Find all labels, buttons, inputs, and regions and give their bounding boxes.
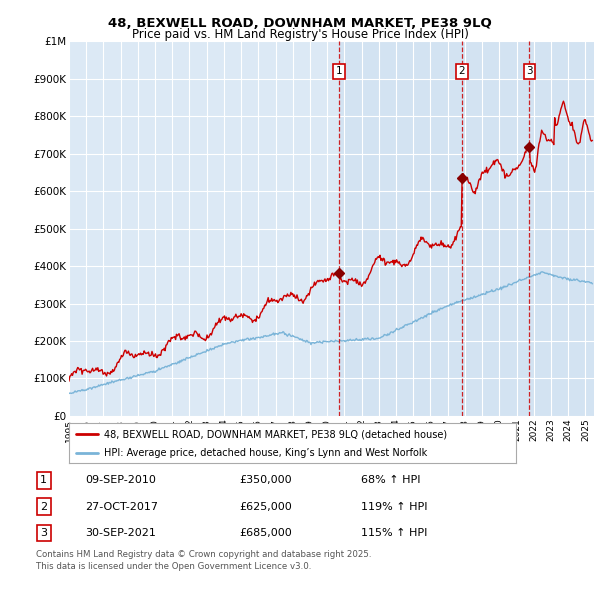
Text: 119% ↑ HPI: 119% ↑ HPI [361, 502, 428, 512]
Text: 09-SEP-2010: 09-SEP-2010 [85, 476, 156, 486]
Text: Price paid vs. HM Land Registry's House Price Index (HPI): Price paid vs. HM Land Registry's House … [131, 28, 469, 41]
Text: 3: 3 [40, 528, 47, 538]
Text: 115% ↑ HPI: 115% ↑ HPI [361, 528, 428, 538]
Text: 3: 3 [526, 66, 533, 76]
Text: Contains HM Land Registry data © Crown copyright and database right 2025.
This d: Contains HM Land Registry data © Crown c… [36, 550, 371, 571]
Text: 48, BEXWELL ROAD, DOWNHAM MARKET, PE38 9LQ: 48, BEXWELL ROAD, DOWNHAM MARKET, PE38 9… [108, 17, 492, 30]
Text: 1: 1 [40, 476, 47, 486]
Text: 27-OCT-2017: 27-OCT-2017 [85, 502, 158, 512]
Text: £625,000: £625,000 [240, 502, 293, 512]
Text: 30-SEP-2021: 30-SEP-2021 [85, 528, 156, 538]
Bar [529, 41, 594, 416]
Bar [462, 41, 529, 416]
Text: 68% ↑ HPI: 68% ↑ HPI [361, 476, 421, 486]
Text: 2: 2 [458, 66, 465, 76]
Text: HPI: Average price, detached house, King’s Lynn and West Norfolk: HPI: Average price, detached house, King… [104, 448, 427, 458]
Text: £350,000: £350,000 [240, 476, 292, 486]
Bar [339, 41, 462, 416]
Text: 48, BEXWELL ROAD, DOWNHAM MARKET, PE38 9LQ (detached house): 48, BEXWELL ROAD, DOWNHAM MARKET, PE38 9… [104, 430, 447, 440]
Text: £685,000: £685,000 [240, 528, 293, 538]
Text: 1: 1 [336, 66, 343, 76]
Text: 2: 2 [40, 502, 47, 512]
